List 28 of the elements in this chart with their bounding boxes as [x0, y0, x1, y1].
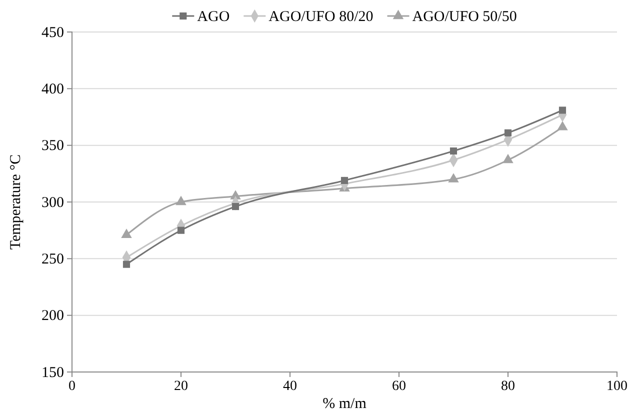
- legend-label: AGO/UFO 50/50: [412, 9, 517, 25]
- legend-label: AGO: [197, 9, 230, 25]
- point: [177, 226, 185, 234]
- x-tick-label: 0: [68, 378, 76, 394]
- y-tick-label: 300: [42, 194, 64, 211]
- x-tick-label: 100: [606, 378, 628, 394]
- y-tick-label: 250: [42, 251, 64, 268]
- x-tick-label: 20: [174, 378, 188, 394]
- legend-label: AGO/UFO 80/20: [268, 9, 374, 25]
- point: [176, 196, 186, 206]
- y-tick-label: 450: [42, 24, 64, 41]
- x-axis-title: % m/m: [322, 396, 367, 411]
- x-tick-label: 80: [501, 378, 515, 394]
- x-tick-label: 40: [283, 378, 297, 394]
- x-tick-label: 60: [392, 378, 406, 394]
- y-tick-label: 350: [42, 138, 64, 154]
- point: [448, 173, 459, 182]
- y-tick-label: 400: [42, 81, 64, 98]
- point: [558, 106, 566, 114]
- point: [122, 260, 130, 268]
- y-axis-title: Temperature °C: [8, 154, 24, 250]
- point: [502, 154, 514, 164]
- point: [450, 147, 458, 155]
- point: [121, 228, 132, 238]
- point: [557, 120, 568, 130]
- y-tick-label: 200: [42, 308, 64, 324]
- y-tick-label: 150: [42, 364, 64, 381]
- point: [504, 129, 512, 136]
